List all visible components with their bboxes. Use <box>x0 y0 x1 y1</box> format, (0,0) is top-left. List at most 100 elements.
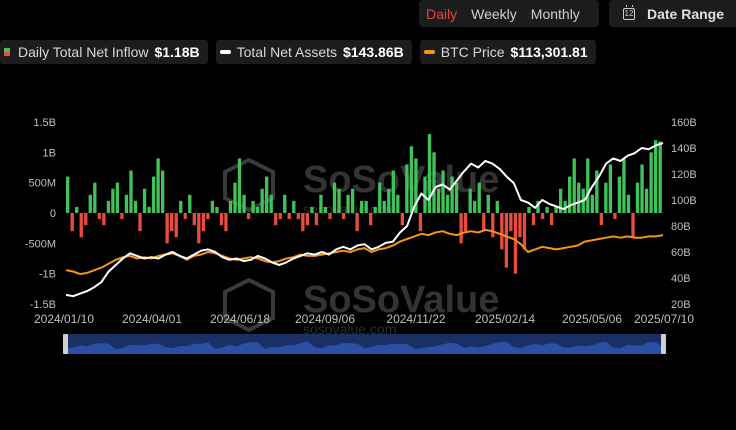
inflow-bars <box>66 134 662 274</box>
inflow-bar <box>536 200 540 213</box>
watermark-sub: sosovalue.com <box>303 321 396 337</box>
inflow-bar <box>653 140 658 213</box>
inflow-bar <box>459 213 463 244</box>
inflow-bar <box>418 213 423 232</box>
x-tick-label: 2024/01/10 <box>34 312 94 326</box>
left-tick-label: 1B <box>43 147 56 159</box>
inflow-bar <box>142 188 147 213</box>
inflow-bar <box>445 194 450 213</box>
inflow-bar <box>613 213 617 220</box>
inflow-bar <box>427 134 432 213</box>
inflow-bar <box>572 158 576 213</box>
inflow-bar <box>468 188 472 213</box>
left-axis: 1.5B 1B 500M 0 -500M -1B -1.5B <box>25 117 56 311</box>
left-tick-label: -1.5B <box>30 299 56 311</box>
interval-tabs: Daily Weekly Monthly <box>419 0 599 27</box>
inflow-bar <box>549 213 554 226</box>
inflow-bar <box>364 200 368 213</box>
inflow-bar <box>301 213 305 232</box>
inflow-bar <box>450 176 454 213</box>
inflow-bar <box>631 213 635 238</box>
inflow-bar <box>165 213 169 244</box>
inflow-bar <box>590 194 594 213</box>
inflow-bar <box>269 194 273 213</box>
inflow-bar <box>310 206 314 213</box>
inflow-bar <box>106 200 111 213</box>
watermark-logo-icon <box>223 277 275 333</box>
x-tick-label: 2025/07/10 <box>634 312 694 326</box>
inflow-bar <box>369 213 373 226</box>
inflow-bar <box>305 213 310 226</box>
tab-monthly[interactable]: Monthly <box>530 5 580 22</box>
inflow-bar <box>138 213 142 232</box>
inflow-bar <box>409 146 414 213</box>
inflow-bar <box>120 213 124 220</box>
x-tick-label: 2025/05/06 <box>562 312 622 326</box>
inflow-bar <box>323 206 328 213</box>
inflow-bar <box>70 213 74 232</box>
inflow-bar <box>124 194 129 213</box>
inflow-bar <box>504 213 509 268</box>
date-range-button[interactable]: 12 Date Range <box>609 0 736 27</box>
inflow-bar <box>604 182 608 213</box>
inflow-bar <box>509 213 513 232</box>
tab-daily[interactable]: Daily <box>426 5 458 22</box>
inflow-bar <box>414 158 418 213</box>
inflow-bar <box>441 170 445 213</box>
inflow-bar <box>482 213 486 232</box>
inflow-bar <box>518 213 522 238</box>
legend-btc-price[interactable]: BTC Price $113,301.81 <box>419 40 596 64</box>
inflow-bar <box>563 200 567 213</box>
inflow-bar <box>210 200 215 213</box>
left-tick-label: -1B <box>39 269 56 281</box>
inflow-bar <box>183 213 187 220</box>
inflow-bar <box>473 200 477 213</box>
inflow-bar <box>622 158 626 213</box>
left-tick-label: 1.5B <box>33 117 56 129</box>
inflow-bar <box>635 182 640 213</box>
inflow-bar <box>246 213 251 220</box>
inflow-bar <box>115 182 120 213</box>
inflow-bar <box>328 213 332 220</box>
inflow-bar <box>224 213 228 232</box>
line-swatch-icon <box>219 50 231 54</box>
inflow-bar <box>255 206 260 213</box>
inflow-bar <box>359 200 364 213</box>
navigator-left-handle <box>63 334 68 354</box>
inflow-bar <box>319 194 323 213</box>
inflow-bar <box>486 194 490 213</box>
range-navigator[interactable] <box>63 334 666 354</box>
inflow-bar <box>500 213 504 250</box>
navigator-right-handle <box>661 334 666 354</box>
inflow-bar <box>382 200 386 213</box>
right-tick-label: 120B <box>671 169 697 181</box>
inflow-bar <box>531 213 536 226</box>
inflow-bar <box>644 188 649 213</box>
inflow-bar <box>133 200 138 213</box>
inflow-bar <box>160 170 165 213</box>
inflow-bar <box>658 141 662 213</box>
x-axis: 2024/01/10 2024/04/01 2024/06/18 2024/09/06… <box>34 312 694 326</box>
tab-weekly[interactable]: Weekly <box>471 5 517 22</box>
inflow-bar <box>174 213 178 238</box>
series-lines <box>65 142 664 298</box>
legend-btc-price-value: $113,301.81 <box>510 44 588 60</box>
inflow-bar <box>170 213 174 232</box>
inflow-bar <box>102 213 106 226</box>
legend-net-assets[interactable]: Total Net Assets $143.86B <box>215 40 412 64</box>
left-tick-label: 0 <box>50 208 56 220</box>
inflow-bar <box>513 213 518 274</box>
bar-swatch-icon <box>4 48 10 56</box>
x-tick-label: 2025/02/14 <box>475 312 535 326</box>
inflow-bar <box>251 200 255 213</box>
inflow-bar <box>332 182 337 213</box>
inflow-bar <box>201 213 205 232</box>
inflow-bar <box>378 182 382 213</box>
watermark-text: SoSoValue <box>303 279 499 321</box>
legend-net-inflow[interactable]: Daily Total Net Inflow $1.18B <box>0 40 208 64</box>
inflow-bar <box>274 213 278 226</box>
inflow-bar <box>396 194 400 213</box>
legend-net-assets-value: $143.86B <box>343 44 404 60</box>
inflow-bar <box>215 206 219 213</box>
